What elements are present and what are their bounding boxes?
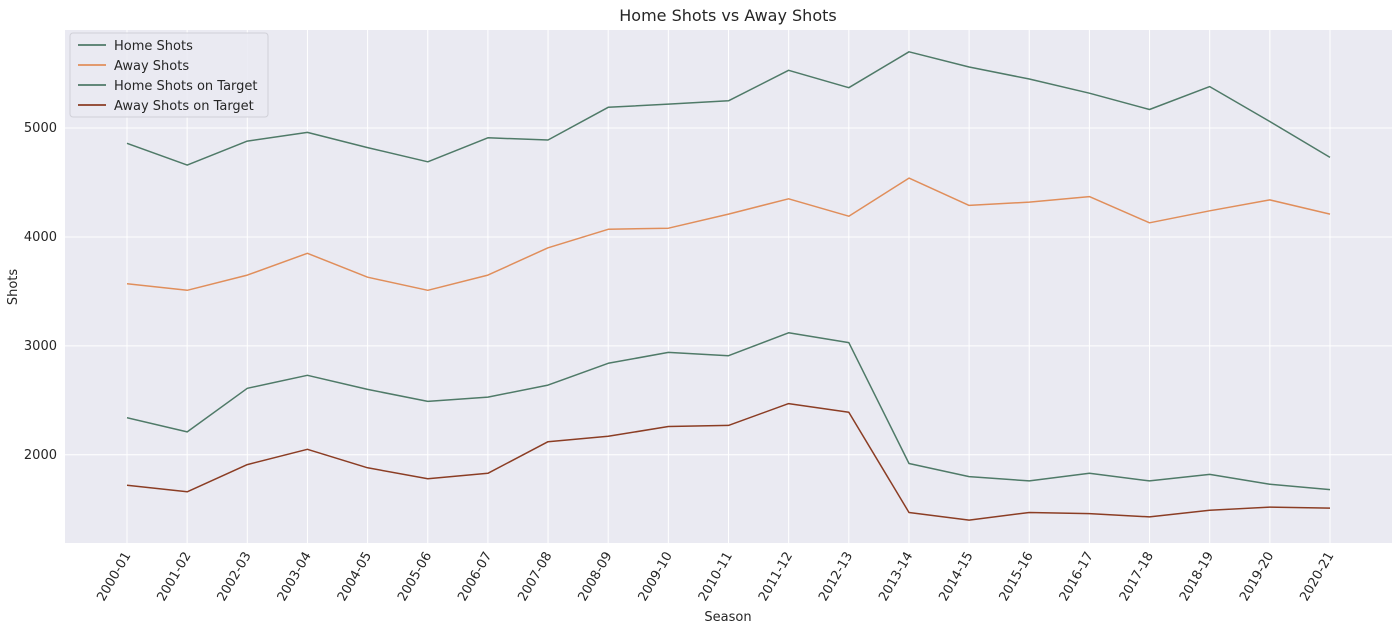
- legend-entry: Away Shots: [114, 59, 189, 74]
- x-tick-label: 2006-07: [455, 550, 495, 605]
- y-tick-label: 2000: [24, 448, 57, 463]
- x-tick-label: 2018-19: [1177, 550, 1217, 605]
- x-tick-label: 2013-14: [876, 550, 916, 605]
- x-tick-label: 2017-18: [1117, 550, 1157, 605]
- x-tick-label: 2019-20: [1237, 550, 1277, 605]
- x-tick-label: 2015-16: [997, 550, 1037, 605]
- x-tick-label: 2005-06: [395, 550, 435, 605]
- x-tick-label: 2012-13: [816, 550, 856, 605]
- x-tick-label: 2002-03: [215, 550, 255, 605]
- legend-entry: Home Shots on Target: [114, 79, 258, 94]
- y-tick-label: 5000: [24, 121, 57, 136]
- legend-entry: Home Shots: [114, 39, 193, 54]
- x-tick-label: 2016-17: [1057, 550, 1097, 605]
- x-tick-label: 2001-02: [154, 550, 194, 605]
- y-tick-label: 3000: [24, 339, 57, 354]
- legend: Home Shots Away Shots Home Shots on Target…: [70, 33, 268, 117]
- x-tick-label: 2009-10: [636, 550, 676, 605]
- x-tick-label: 2000-01: [94, 550, 134, 605]
- legend-entry: Away Shots on Target: [114, 99, 254, 114]
- x-tick-label: 2014-15: [936, 550, 976, 605]
- x-tick-label: 2011-12: [756, 550, 796, 605]
- y-tick-label: 4000: [24, 230, 57, 245]
- x-tick-label: 2020-21: [1297, 550, 1337, 605]
- x-tick-label: 2008-09: [576, 550, 616, 605]
- y-axis-ticks: 2000 3000 4000 5000: [24, 121, 57, 463]
- x-axis-ticks: 2000-01 2001-02 2002-03 2003-04 2004-05 2005-…: [94, 550, 1337, 605]
- x-tick-label: 2004-05: [335, 550, 375, 605]
- y-axis-label: Shots: [6, 269, 21, 306]
- x-tick-label: 2007-08: [515, 550, 555, 605]
- x-tick-label: 2003-04: [275, 550, 315, 605]
- chart-title: Home Shots vs Away Shots: [619, 6, 836, 25]
- x-tick-label: 2010-11: [696, 550, 736, 605]
- x-axis-label: Season: [704, 610, 751, 625]
